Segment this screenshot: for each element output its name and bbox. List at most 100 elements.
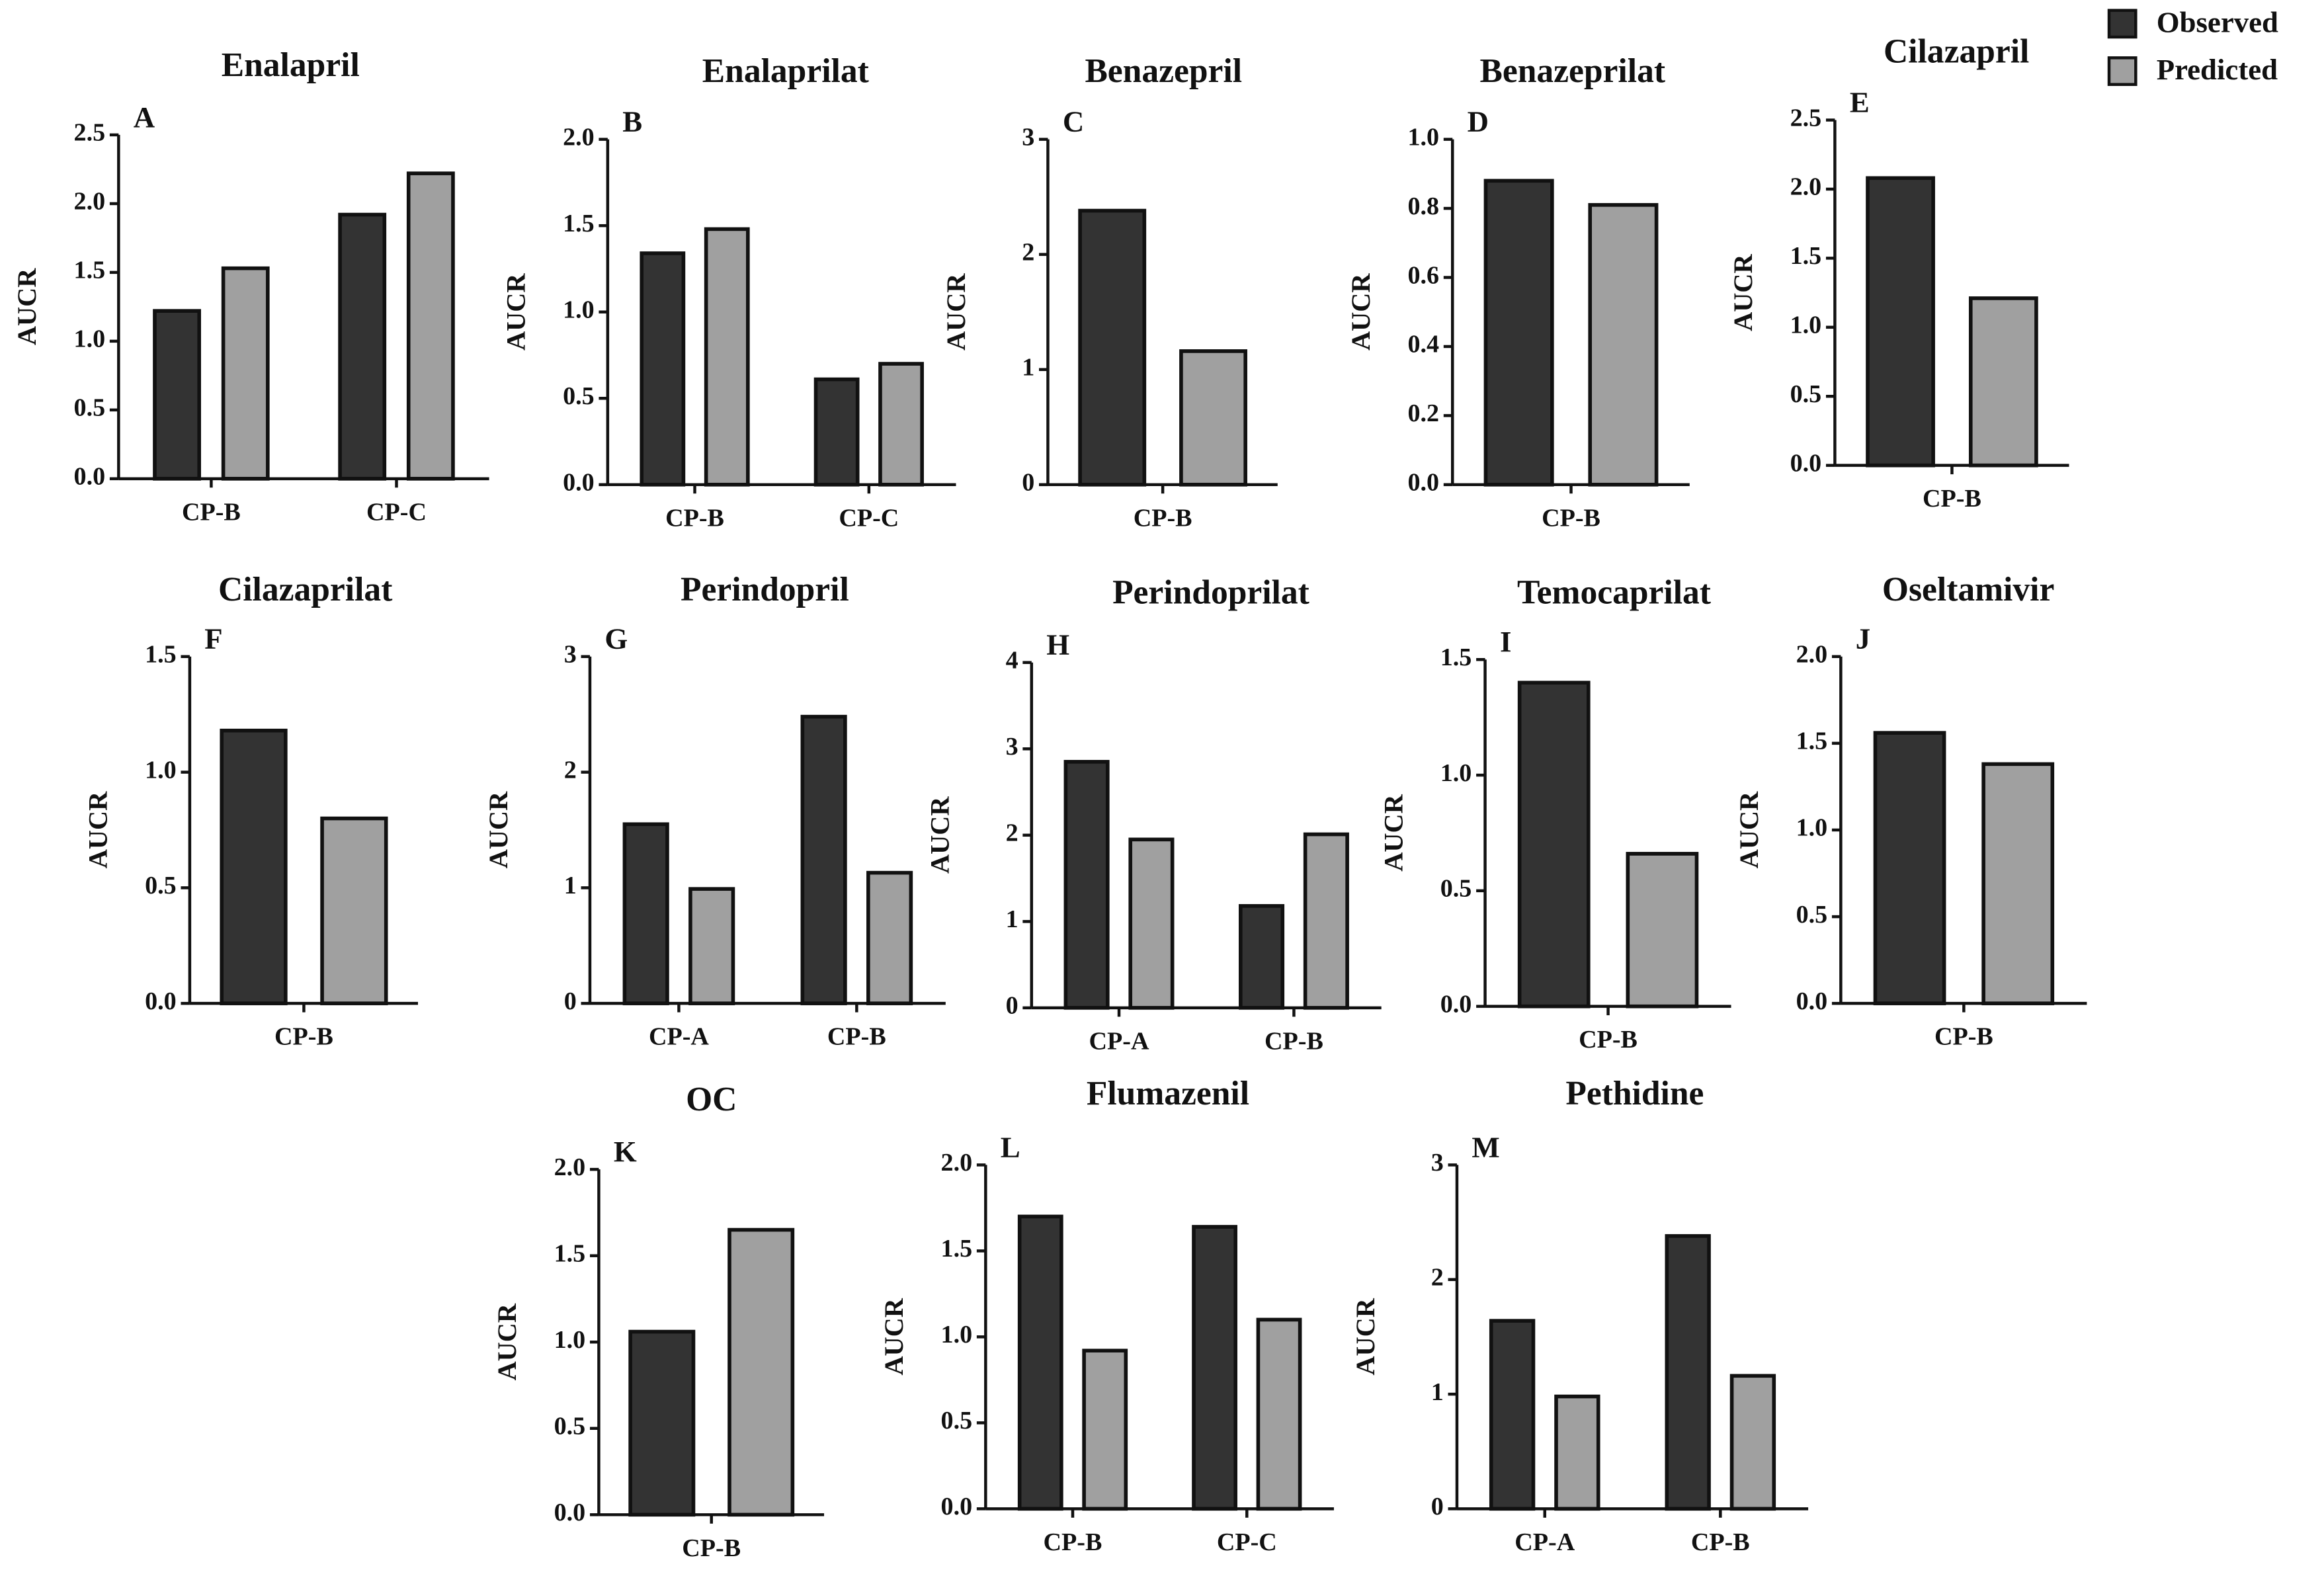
x-tick-label: CP-B xyxy=(682,1534,741,1562)
y-tick-label: 2.0 xyxy=(1796,641,1828,669)
legend-swatch xyxy=(2107,56,2137,86)
chart-title: Flumazenil xyxy=(1087,1075,1249,1112)
x-tick-label: CP-B xyxy=(1542,504,1600,532)
bar xyxy=(1981,762,2055,1005)
y-axis-label: AUCR xyxy=(1734,791,1764,868)
bar xyxy=(153,309,201,481)
y-tick-label: 1.0 xyxy=(1407,123,1439,151)
y-tick-label: 1 xyxy=(1006,905,1018,933)
bar xyxy=(1017,1214,1063,1511)
x-tick-label: CP-B xyxy=(1579,1026,1638,1054)
chart-title: Benazepril xyxy=(1085,52,1242,90)
y-tick-label: 1 xyxy=(1431,1378,1444,1406)
y-tick-label: 0.0 xyxy=(554,1499,586,1526)
y-tick-label: 2.0 xyxy=(554,1153,586,1181)
x-tick-label: CP-B xyxy=(1934,1023,1993,1051)
y-tick-label: 0.0 xyxy=(1796,987,1828,1015)
y-tick-label: 1.5 xyxy=(1440,644,1472,671)
y-tick-label: 1.0 xyxy=(1790,311,1822,339)
bar xyxy=(320,816,388,1005)
bar xyxy=(1968,296,2038,468)
x-tick-label: CP-B xyxy=(274,1023,333,1051)
bar xyxy=(800,714,847,1005)
y-tick-label: 0.5 xyxy=(74,394,106,422)
y-axis-label: AUCR xyxy=(483,791,513,868)
y-tick-label: 0.5 xyxy=(1440,875,1472,903)
y-tick-label: 3 xyxy=(1431,1149,1444,1177)
bar xyxy=(628,1329,696,1517)
y-tick-label: 1.5 xyxy=(74,257,106,284)
y-tick-label: 1.0 xyxy=(563,296,595,323)
y-axis-label: AUCR xyxy=(941,273,971,351)
bar xyxy=(878,362,924,487)
y-tick-label: 2.0 xyxy=(1790,173,1822,201)
x-tick-label: CP-B xyxy=(665,504,724,532)
y-tick-label: 0.5 xyxy=(1790,380,1822,408)
y-tick-label: 0.0 xyxy=(145,987,177,1015)
y-axis-label: AUCR xyxy=(492,1303,522,1380)
bar xyxy=(1179,349,1247,487)
x-tick-label: CP-B xyxy=(1691,1528,1750,1556)
y-axis-label: AUCR xyxy=(1350,1298,1380,1375)
bar xyxy=(1192,1225,1237,1511)
bar xyxy=(1256,1317,1302,1511)
y-axis-label: AUCR xyxy=(501,273,531,351)
bar xyxy=(338,212,387,481)
y-tick-label: 0.8 xyxy=(1407,192,1439,220)
bar xyxy=(1483,179,1554,487)
y-tick-label: 0.0 xyxy=(563,469,595,497)
legend-label: Predicted xyxy=(2157,53,2278,86)
bar xyxy=(1866,176,1935,468)
y-tick-label: 1.0 xyxy=(145,756,177,784)
y-tick-label: 0.0 xyxy=(941,1493,973,1520)
bar xyxy=(622,822,669,1005)
x-tick-label: CP-A xyxy=(1515,1528,1575,1556)
bar xyxy=(1238,904,1285,1010)
y-tick-label: 1.5 xyxy=(563,210,595,237)
bar xyxy=(1729,1374,1776,1511)
chart-title: OC xyxy=(686,1081,737,1118)
y-axis-label: AUCR xyxy=(1378,794,1408,871)
bar xyxy=(1063,760,1110,1010)
bar xyxy=(1517,681,1591,1009)
x-tick-label: CP-B xyxy=(182,498,241,526)
panel-label: B xyxy=(622,105,642,138)
x-tick-label: CP-A xyxy=(649,1023,709,1051)
panel-label: I xyxy=(1500,625,1511,658)
bar xyxy=(220,728,288,1005)
bar xyxy=(1554,1394,1600,1511)
y-tick-label: 2 xyxy=(1006,819,1018,847)
bar xyxy=(1078,208,1147,487)
bar xyxy=(1082,1349,1128,1511)
y-tick-label: 1 xyxy=(564,872,577,899)
bar xyxy=(704,227,750,487)
y-tick-label: 1.0 xyxy=(1796,814,1828,842)
y-axis-label: AUCR xyxy=(83,791,113,868)
y-tick-label: 2.0 xyxy=(941,1149,973,1177)
y-tick-label: 1.5 xyxy=(1796,727,1828,755)
y-tick-label: 0.0 xyxy=(1790,449,1822,477)
y-tick-label: 1.0 xyxy=(554,1326,586,1354)
bar xyxy=(1588,203,1659,487)
y-tick-label: 2.0 xyxy=(74,188,106,216)
y-tick-label: 0.4 xyxy=(1407,331,1439,358)
legend-swatch xyxy=(2107,9,2137,39)
panel-label: A xyxy=(134,101,155,134)
y-tick-label: 3 xyxy=(1022,123,1034,151)
y-tick-label: 0 xyxy=(1431,1493,1444,1520)
bar xyxy=(727,1227,795,1517)
y-tick-label: 1.0 xyxy=(1440,759,1472,787)
x-tick-label: CP-C xyxy=(366,498,427,526)
x-tick-label: CP-C xyxy=(839,504,899,532)
y-tick-label: 1 xyxy=(1022,353,1034,381)
y-tick-label: 0.5 xyxy=(145,872,177,899)
y-tick-label: 0.5 xyxy=(554,1413,586,1440)
y-tick-label: 3 xyxy=(564,641,577,669)
bar xyxy=(1626,852,1699,1009)
chart-title: Benazeprilat xyxy=(1480,52,1666,90)
chart-title: Cilazaprilat xyxy=(218,571,392,608)
y-tick-label: 1.5 xyxy=(941,1235,973,1263)
x-tick-label: CP-A xyxy=(1089,1027,1149,1055)
y-tick-label: 0.2 xyxy=(1407,399,1439,427)
